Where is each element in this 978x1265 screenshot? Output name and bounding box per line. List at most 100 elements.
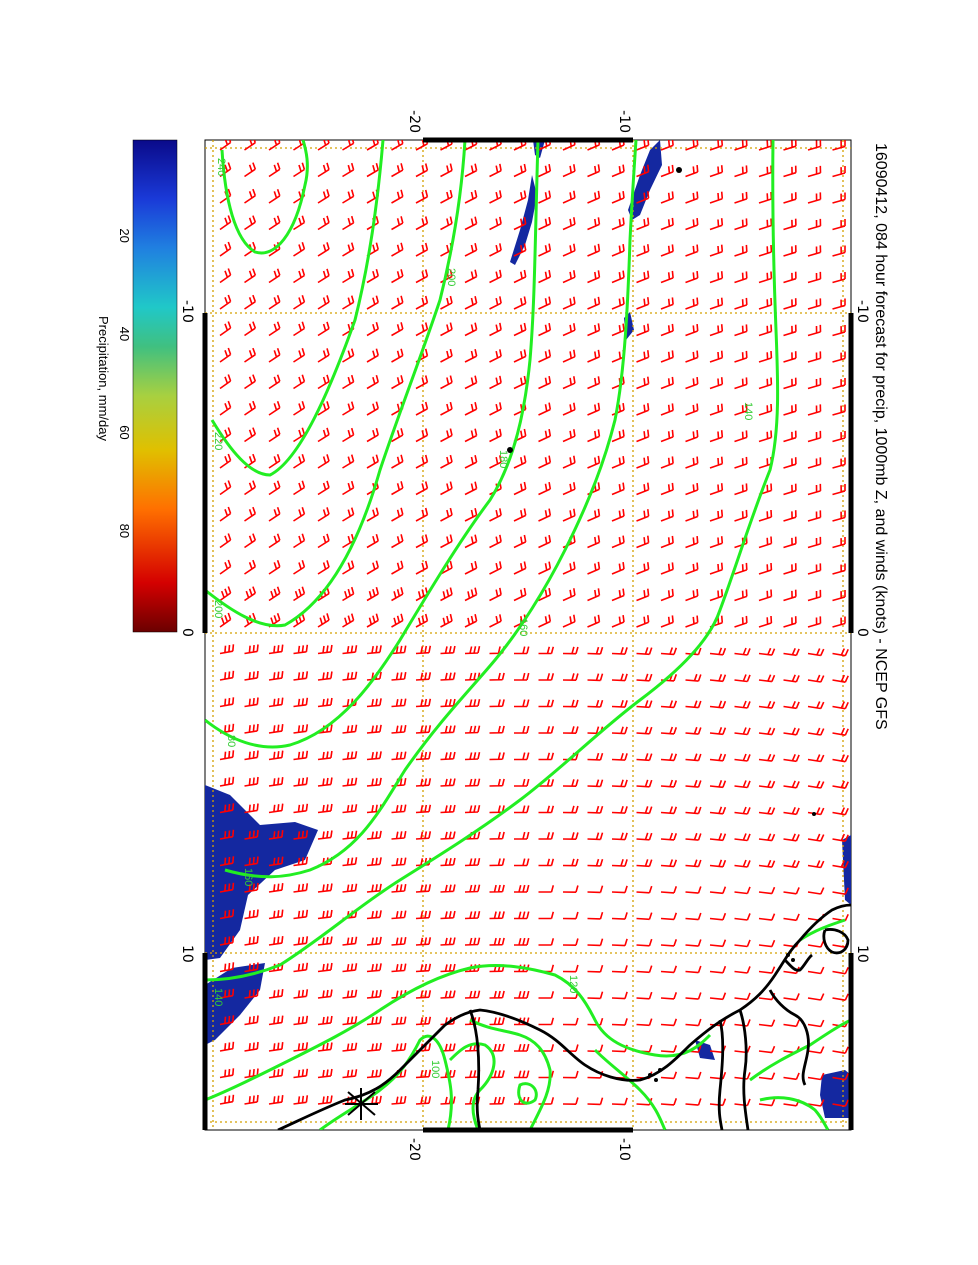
wind-barb — [636, 164, 650, 178]
wind-barb — [709, 430, 724, 443]
wind-barb — [268, 1068, 284, 1079]
wind-barb — [636, 191, 650, 204]
wind-barb — [807, 616, 822, 628]
wind-barb — [783, 404, 797, 416]
wind-barb — [440, 348, 453, 363]
wind-barb — [611, 323, 625, 337]
wind-barb — [832, 140, 846, 151]
wind-barb — [440, 189, 453, 204]
wind-barb — [366, 910, 382, 920]
precip-patch-e — [842, 835, 851, 905]
geopotential-contours — [205, 140, 851, 1130]
wind-barb — [489, 884, 505, 893]
wind-barb — [391, 910, 407, 920]
wind-barb — [832, 192, 846, 204]
wind-barb — [464, 990, 481, 999]
wind-barb — [832, 378, 846, 390]
wind-barb — [538, 561, 552, 575]
wind-barb — [415, 751, 432, 761]
wind-barb — [587, 429, 601, 443]
wind-barb — [660, 191, 674, 204]
wind-barb — [685, 726, 702, 735]
wind-barb — [562, 673, 579, 681]
wind-barb — [709, 350, 724, 363]
wind-barb — [489, 614, 502, 628]
wind-barb — [709, 456, 724, 469]
wind-barb — [685, 912, 702, 921]
wind-barb — [415, 804, 432, 814]
wind-barb — [660, 912, 678, 921]
wind-barb — [685, 939, 702, 947]
wind-barb — [734, 913, 751, 921]
wind-barb — [317, 989, 333, 999]
wind-barb — [783, 859, 800, 869]
wind-barb — [415, 831, 432, 840]
lat-tick-bottom-1: -20 — [406, 1138, 422, 1161]
wind-barb — [415, 910, 432, 920]
wind-barb — [538, 243, 552, 257]
wind-barb — [293, 750, 309, 761]
wind-barb — [636, 832, 653, 841]
wind-barb — [366, 698, 382, 708]
contour-180 — [205, 140, 540, 749]
wind-barb — [709, 244, 724, 257]
wind-barb — [636, 270, 650, 284]
wind-barb — [244, 427, 257, 443]
wind-barb — [685, 562, 699, 575]
wind-barb — [587, 991, 604, 1000]
wind-barb — [758, 1045, 776, 1054]
wind-barb — [783, 563, 797, 575]
wind-barb — [268, 453, 281, 469]
wind-barb — [587, 296, 601, 310]
wind-barb — [685, 589, 699, 602]
wind-barb — [709, 271, 724, 284]
wind-barb — [489, 561, 502, 575]
wind-barb — [538, 938, 555, 946]
wind-barb — [366, 1016, 382, 1026]
wind-barb — [415, 937, 432, 946]
wind-barb — [587, 832, 604, 841]
wind-barb — [268, 347, 281, 363]
wind-barb — [293, 586, 306, 602]
wind-barb — [709, 483, 724, 496]
wind-barb — [244, 697, 259, 708]
wind-barb — [783, 298, 797, 310]
wind-barb — [342, 215, 355, 231]
wind-barb — [807, 727, 825, 736]
wind-barb — [219, 347, 232, 363]
wind-barb — [244, 1094, 259, 1105]
wind-barb — [832, 887, 849, 895]
wind-barb — [391, 587, 404, 602]
wind-barb — [832, 351, 846, 363]
wind-barb — [807, 271, 822, 284]
wind-barb — [587, 217, 601, 231]
wind-barb — [342, 989, 358, 999]
wind-barb — [366, 1042, 382, 1052]
wind-barb — [636, 588, 650, 602]
wind-barb — [562, 429, 576, 443]
wind-barb — [391, 883, 407, 893]
wind-barb — [562, 243, 576, 257]
wind-barb — [464, 937, 481, 946]
wind-barb — [832, 563, 846, 575]
wind-barb — [342, 1016, 358, 1026]
wind-barb — [440, 216, 453, 231]
wind-barb — [513, 911, 530, 920]
wind-barb — [464, 646, 481, 655]
wind-barb — [636, 350, 650, 363]
wind-barb — [538, 587, 552, 602]
wind-barb — [219, 480, 232, 496]
wind-barb — [440, 751, 456, 761]
contour-label-200: 200 — [212, 600, 224, 618]
wind-barb — [268, 856, 284, 867]
wind-barb — [709, 324, 724, 337]
wind-barb — [783, 727, 800, 736]
wind-barb — [587, 270, 601, 284]
wind-barb — [587, 243, 601, 257]
wind-barb — [293, 962, 309, 973]
wind-barb — [293, 242, 306, 257]
wind-barb — [219, 776, 235, 787]
coastline-island — [822, 928, 850, 955]
wind-barb — [391, 963, 407, 973]
wind-barb — [807, 510, 822, 522]
